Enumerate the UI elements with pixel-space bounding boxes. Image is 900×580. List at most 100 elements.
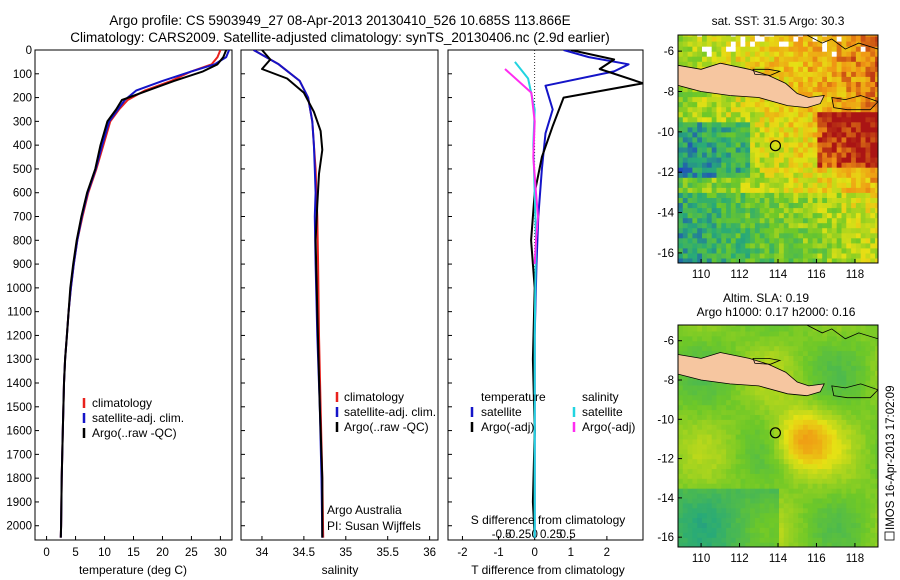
map-cell (831, 207, 838, 214)
map-cell (721, 384, 727, 391)
figure-title-line1: Argo profile: CS 5903949_27 08-Apr-2013 … (109, 13, 570, 28)
map-cell (846, 126, 852, 133)
map-cell (706, 258, 713, 263)
map-cell (764, 147, 770, 153)
map-cell (798, 141, 804, 148)
map-cell (730, 252, 737, 259)
map-cell (865, 389, 871, 396)
map-cell (875, 488, 878, 494)
map-cell (860, 197, 867, 203)
map-cell (870, 414, 876, 420)
map-cell (740, 46, 746, 52)
map-cell (851, 252, 857, 259)
map-cell (750, 458, 756, 465)
map-cell (807, 192, 814, 198)
map-cell (807, 326, 814, 332)
map-cell (750, 46, 756, 52)
map-cell (860, 157, 867, 163)
map-cell (697, 187, 703, 193)
map-cell (793, 36, 799, 42)
sst-map-title: sat. SST: 31.5 Argo: 30.3 (712, 14, 845, 28)
map-cell (682, 483, 689, 489)
map-cell (803, 458, 809, 465)
map-cell (726, 126, 732, 133)
map-cell (875, 81, 878, 87)
map-cell (807, 404, 814, 411)
map-cell (721, 399, 727, 406)
map-cell (754, 434, 761, 440)
map-cell (846, 365, 852, 371)
map-cell (735, 197, 742, 203)
map-cell (740, 227, 746, 234)
map-cell (865, 409, 871, 415)
map-cell (817, 167, 823, 173)
map-cell (697, 429, 703, 435)
map-cell (860, 488, 867, 494)
map-cell (855, 340, 862, 347)
map-cell (812, 227, 818, 234)
map-cell (735, 389, 742, 396)
map-cell (855, 86, 862, 93)
map-cell (678, 182, 684, 188)
map-cell (851, 157, 857, 163)
map-cell (836, 330, 843, 337)
map-cell (754, 542, 761, 547)
map-cell (682, 162, 689, 168)
map-cell (831, 340, 838, 347)
map-cell (678, 497, 684, 504)
map-cell (721, 36, 727, 42)
map-cell (836, 212, 843, 219)
map-cell (740, 212, 746, 219)
map-cell (750, 101, 756, 108)
map-cell (870, 443, 876, 450)
map-cell (754, 41, 761, 47)
map-cell (678, 247, 684, 254)
map-cell (870, 326, 876, 332)
map-cell (836, 419, 843, 425)
map-cell (865, 326, 871, 332)
map-cell (803, 394, 809, 401)
map-cell (730, 172, 737, 178)
map-cell (822, 370, 828, 376)
map-cell (702, 507, 708, 514)
map-cell (783, 325, 790, 327)
map-cell (783, 192, 790, 198)
map-cell (870, 66, 876, 72)
map-cell (875, 424, 878, 430)
map-cell (740, 488, 746, 494)
map-cell (870, 448, 876, 455)
map-cell (754, 350, 761, 356)
map-cell (827, 419, 833, 425)
map-cell (697, 458, 703, 465)
map-cell (692, 394, 698, 401)
map-cell (759, 162, 766, 168)
map-cell (769, 237, 775, 244)
map-cell (803, 365, 809, 371)
map-cell (870, 483, 876, 489)
imos-timestamp-text: IMOS 16-Apr-2013 17:02:09 (885, 386, 897, 530)
map-cell (827, 350, 833, 356)
map-cell (716, 497, 722, 504)
map-cell (827, 458, 833, 465)
map-cell (682, 172, 689, 178)
map-cell (730, 350, 737, 356)
map-cell (812, 340, 818, 347)
map-cell (730, 448, 737, 455)
map-cell (745, 429, 751, 435)
map-cell (783, 41, 790, 47)
map-cell (702, 131, 708, 138)
map-cell (721, 493, 727, 499)
map-cell (750, 147, 756, 153)
map-cell (875, 192, 878, 198)
map-cell (721, 429, 727, 435)
map-cell (870, 453, 876, 460)
map-cell (841, 136, 847, 143)
map-cell (687, 463, 693, 469)
map-cell (860, 36, 867, 42)
map-cell (788, 237, 794, 244)
map-cell (812, 375, 818, 381)
map-cell (697, 463, 703, 469)
map-cell (769, 394, 775, 401)
map-cell (803, 177, 809, 183)
map-cell (779, 463, 785, 469)
